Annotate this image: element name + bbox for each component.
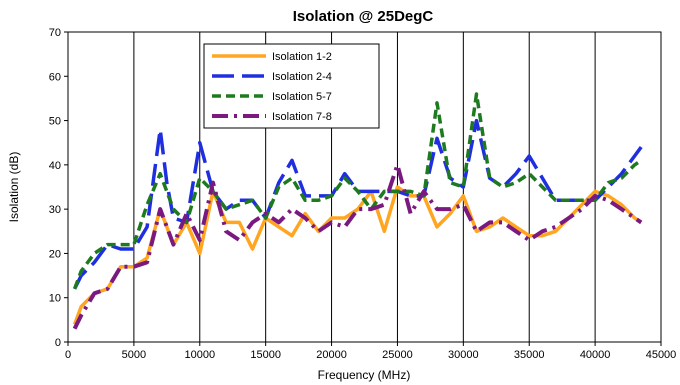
x-tick-label: 5000 bbox=[122, 349, 146, 361]
x-tick-label: 25000 bbox=[382, 349, 413, 361]
x-tick-label: 10000 bbox=[184, 349, 215, 361]
x-axis-ticks: 0 5000 10000 15000 20000 25000 30000 35000 40000… bbox=[65, 342, 676, 361]
plot-area bbox=[67, 31, 662, 343]
x-axis-label: Frequency (MHz) bbox=[318, 368, 411, 382]
y-axis-ticks: 0 10 20 30 40 50 60 70 bbox=[49, 27, 68, 349]
y-axis-label: Isolation (dB) bbox=[7, 152, 21, 223]
x-tick-label: 0 bbox=[65, 349, 71, 361]
y-tick-label: 70 bbox=[49, 27, 61, 39]
y-tick-label: 50 bbox=[49, 116, 61, 128]
x-tick-label: 15000 bbox=[250, 349, 281, 361]
x-tick-label: 35000 bbox=[514, 349, 545, 361]
y-tick-label: 30 bbox=[49, 204, 61, 216]
y-tick-label: 60 bbox=[49, 71, 61, 83]
legend-label-1: Isolation 1-2 bbox=[272, 51, 332, 63]
legend: Isolation 1-2 Isolation 2-4 Isolation 5-7 I… bbox=[203, 43, 380, 129]
y-tick-label: 20 bbox=[49, 248, 61, 260]
x-tick-label: 30000 bbox=[448, 349, 479, 361]
y-tick-label: 10 bbox=[49, 293, 61, 305]
x-tick-label: 40000 bbox=[580, 349, 611, 361]
legend-box bbox=[203, 43, 380, 129]
series-line-1 bbox=[72, 185, 643, 325]
x-tick-label: 45000 bbox=[646, 349, 677, 361]
series-line-3 bbox=[72, 92, 643, 290]
x-tick-label: 20000 bbox=[316, 349, 347, 361]
series-lines bbox=[72, 92, 643, 330]
y-tick-label: 40 bbox=[49, 160, 61, 172]
legend-label-4: Isolation 7-8 bbox=[272, 111, 332, 123]
chart-title: Isolation @ 25DegC bbox=[293, 8, 434, 25]
y-tick-label: 0 bbox=[55, 337, 61, 349]
legend-label-2: Isolation 2-4 bbox=[272, 71, 332, 83]
legend-label-3: Isolation 5-7 bbox=[272, 91, 332, 103]
series-line-2 bbox=[73, 118, 643, 290]
